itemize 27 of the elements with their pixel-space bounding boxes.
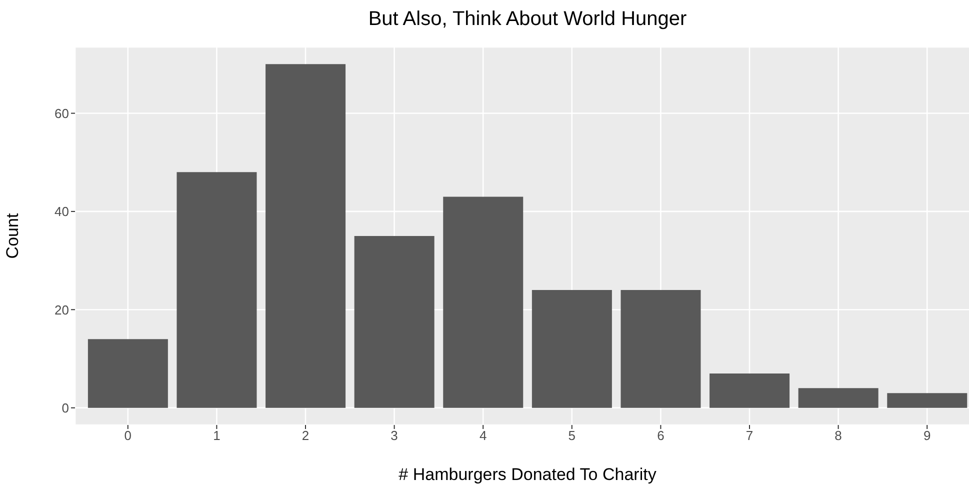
- bar: [266, 64, 346, 408]
- bar: [620, 290, 701, 408]
- bar: [88, 339, 168, 408]
- x-tick-label: 4: [479, 428, 487, 444]
- bar: [176, 172, 257, 408]
- x-tick-label: 7: [746, 428, 754, 444]
- x-tick-label: 2: [302, 428, 310, 444]
- x-tick-label: 9: [923, 428, 931, 444]
- bar: [532, 290, 612, 408]
- y-tick-label: 60: [54, 106, 69, 121]
- x-tick-label: 8: [834, 428, 842, 444]
- bar: [443, 196, 524, 408]
- x-tick-label: 5: [568, 428, 576, 444]
- bar: [354, 236, 434, 408]
- x-tick-label: 0: [124, 428, 132, 444]
- x-tick-label: 6: [657, 428, 664, 444]
- y-tick-label: 40: [54, 204, 69, 220]
- x-tick-label: 1: [213, 428, 220, 444]
- y-tick-label: 20: [54, 302, 69, 318]
- x-axis-title: # Hamburgers Donated To Charity: [398, 465, 657, 484]
- bar: [798, 388, 878, 408]
- bar: [710, 373, 790, 408]
- x-tick-label: 3: [390, 428, 398, 444]
- chart-title: But Also, Think About World Hunger: [367, 8, 688, 31]
- y-axis-title: Count: [3, 213, 22, 259]
- y-tick-label: 0: [62, 400, 69, 416]
- bar: [887, 393, 968, 408]
